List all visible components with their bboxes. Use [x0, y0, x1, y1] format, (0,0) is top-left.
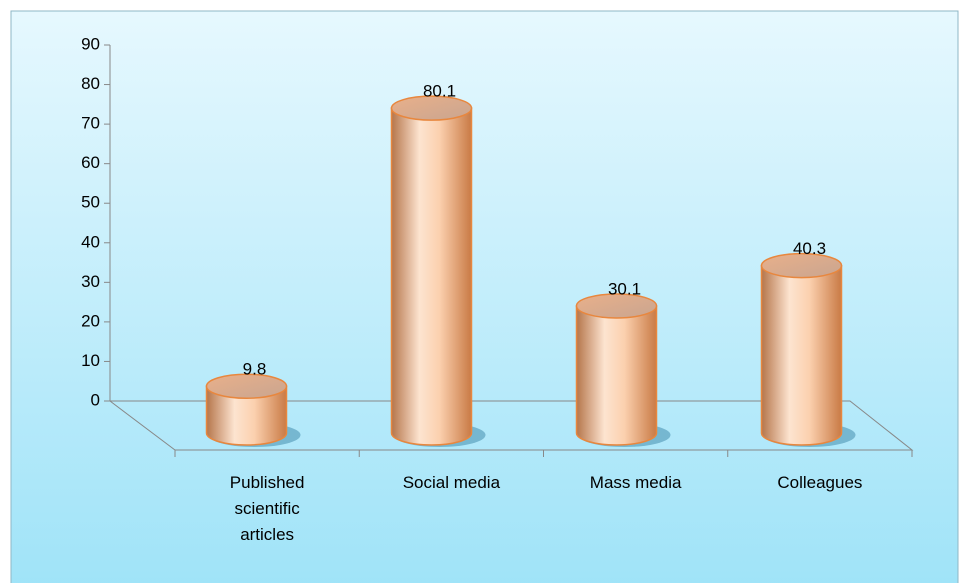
y-tick-label: 30: [81, 272, 100, 291]
bar: [390, 107, 473, 446]
x-tick-label: Social media: [402, 473, 501, 492]
data-label: 30.1: [608, 279, 641, 298]
bar-top: [205, 373, 288, 399]
bar: [205, 385, 288, 446]
y-tick-label: 40: [81, 232, 100, 251]
data-label: 80.1: [423, 82, 456, 101]
data-label: 40.3: [793, 239, 826, 258]
bar-top: [760, 252, 843, 279]
x-tick-label: Published scientific articles: [229, 473, 305, 544]
bar: [760, 264, 843, 446]
data-label: 9.8: [243, 360, 267, 379]
bar-top: [390, 95, 473, 121]
y-tick-label: 80: [81, 74, 100, 93]
y-tick-label: 0: [91, 390, 100, 409]
bar-top: [575, 293, 658, 319]
y-tick-label: 20: [81, 311, 100, 330]
x-tick-label: Mass media: [589, 473, 682, 492]
bar: [575, 305, 658, 446]
y-tick-label: 50: [81, 193, 100, 212]
y-tick-label: 90: [81, 34, 100, 53]
y-tick-label: 60: [81, 153, 100, 172]
y-tick-label: 70: [81, 114, 100, 133]
x-tick-label: Colleagues: [777, 473, 863, 492]
y-tick-label: 10: [81, 351, 100, 370]
